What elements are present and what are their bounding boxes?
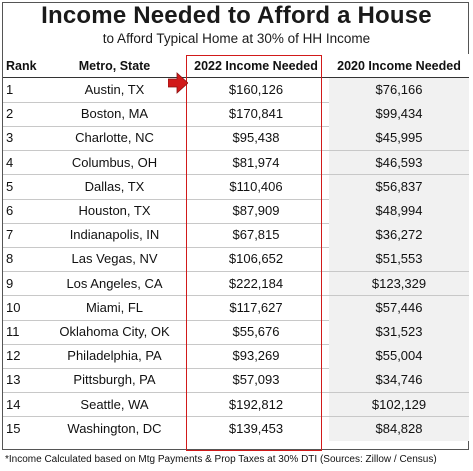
row-divider: [3, 174, 469, 176]
table-row: 15 Washington, DC $139,453 $84,828: [3, 416, 469, 441]
rank-cell: 3: [6, 130, 14, 146]
table-row: 11 Oklahoma City, OK $55,676 $31,523: [3, 320, 469, 344]
metro-cell: Charlotte, NC: [75, 130, 154, 146]
income-2020-cell: $123,329: [329, 271, 469, 296]
metro-cell: Dallas, TX: [84, 178, 145, 194]
income-2020-cell: $31,523: [329, 320, 469, 344]
income-2022-cell: $93,269: [232, 348, 280, 364]
table-row: 8 Las Vegas, NV $106,652 $51,553: [3, 247, 469, 272]
income-2022-cell: $106,652: [228, 251, 284, 267]
table-row: 3 Charlotte, NC $95,438 $45,995: [3, 126, 469, 151]
row-divider: [3, 198, 469, 200]
row-divider: [3, 416, 469, 418]
header-rank: Rank: [6, 59, 37, 73]
rank-cell: 11: [6, 324, 20, 339]
income-2020-cell: $46,593: [329, 150, 469, 175]
footnote: *Income Calculated based on Mtg Payments…: [5, 454, 437, 465]
rank-cell: 5: [6, 178, 14, 194]
metro-cell: Las Vegas, NV: [71, 251, 158, 267]
right-arrow-icon: [168, 72, 188, 94]
rank-cell: 7: [6, 227, 14, 243]
metro-cell: Pittsburgh, PA: [73, 372, 156, 388]
header-divider: [3, 77, 469, 78]
rank-cell: 12: [6, 348, 21, 364]
income-2020-cell: $57,446: [329, 295, 469, 320]
income-2022-cell: $192,812: [228, 396, 284, 412]
income-2022-cell: $67,815: [232, 227, 280, 243]
income-2020-cell: $45,995: [329, 126, 469, 151]
table-row: 10 Miami, FL $117,627 $57,446: [3, 295, 469, 320]
row-divider: [3, 295, 469, 297]
rank-cell: 6: [6, 203, 14, 218]
income-2022-cell: $222,184: [228, 275, 284, 291]
table-row: 6 Houston, TX $87,909 $48,994: [3, 199, 469, 223]
rank-cell: 4: [6, 154, 14, 170]
table-row: 9 Los Angeles, CA $222,184 $123,329: [3, 271, 469, 296]
row-divider: [3, 271, 469, 273]
header-2020-income: 2020 Income Needed: [329, 54, 469, 78]
income-2022-cell: $81,974: [232, 154, 280, 170]
row-divider: [3, 150, 469, 152]
table-row: 13 Pittsburgh, PA $57,093 $34,746: [3, 368, 469, 393]
row-divider: [3, 319, 469, 321]
income-2022-cell: $95,438: [232, 130, 280, 146]
metro-cell: Oklahoma City, OK: [59, 324, 170, 339]
income-2020-cell: $36,272: [329, 223, 469, 248]
rank-cell: 15: [6, 420, 21, 436]
rank-cell: 14: [6, 396, 21, 412]
metro-cell: Los Angeles, CA: [66, 275, 163, 291]
metro-cell: Indianapolis, IN: [69, 227, 160, 243]
income-2022-cell: $139,453: [228, 420, 284, 436]
header-2022-income: 2022 Income Needed: [194, 59, 318, 73]
rank-cell: 9: [6, 275, 14, 291]
page-subtitle: to Afford Typical Home at 30% of HH Inco…: [102, 31, 371, 46]
income-2020-cell: $51,553: [329, 247, 469, 272]
table-row: 4 Columbus, OH $81,974 $46,593: [3, 150, 469, 175]
income-2020-cell: $99,434: [329, 102, 469, 127]
table-row: 5 Dallas, TX $110,406 $56,837: [3, 174, 469, 199]
row-divider: [3, 246, 469, 248]
income-2020-cell: $76,166: [329, 78, 469, 102]
rank-cell: 13: [6, 372, 21, 388]
rank-cell: 1: [6, 82, 14, 97]
income-2020-cell: $102,129: [329, 392, 469, 417]
page-title: Income Needed to Afford a House: [41, 2, 432, 29]
metro-cell: Austin, TX: [84, 82, 145, 97]
income-2020-cell: $55,004: [329, 344, 469, 369]
table-row: 2 Boston, MA $170,841 $99,434: [3, 102, 469, 127]
income-2022-cell: $55,676: [232, 324, 280, 339]
income-2020-cell: $48,994: [329, 199, 469, 223]
rank-cell: 2: [6, 106, 14, 122]
row-divider: [3, 367, 469, 369]
rank-cell: 10: [6, 299, 21, 315]
table-row: 7 Indianapolis, IN $67,815 $36,272: [3, 223, 469, 248]
income-2022-cell: $110,406: [229, 178, 283, 194]
table-row: 14 Seattle, WA $192,812 $102,129: [3, 392, 469, 417]
metro-cell: Seattle, WA: [80, 396, 149, 412]
metro-cell: Columbus, OH: [71, 154, 158, 170]
row-divider: [3, 101, 469, 103]
income-2022-cell: $57,093: [232, 372, 280, 388]
income-2022-cell: $160,126: [228, 82, 284, 97]
table-row: 1 Austin, TX $160,126 $76,166: [3, 78, 469, 102]
header-metro: Metro, State: [78, 59, 151, 73]
metro-cell: Houston, TX: [78, 203, 151, 218]
row-divider: [3, 125, 469, 127]
metro-cell: Washington, DC: [67, 420, 162, 436]
income-2020-cell: $84,828: [329, 416, 469, 441]
income-2022-cell: $170,841: [228, 106, 284, 122]
table-row: 12 Philadelphia, PA $93,269 $55,004: [3, 344, 469, 369]
metro-cell: Philadelphia, PA: [67, 348, 162, 364]
income-2020-cell: $56,837: [329, 174, 469, 199]
rank-cell: 8: [6, 251, 14, 267]
metro-cell: Miami, FL: [85, 299, 144, 315]
income-2022-cell: $87,909: [232, 203, 280, 218]
row-divider: [3, 343, 469, 345]
metro-cell: Boston, MA: [80, 106, 149, 122]
table-header-row: Rank Metro, State 2022 Income Needed 202…: [3, 54, 469, 78]
row-divider: [3, 222, 469, 224]
income-2022-cell: $117,627: [229, 299, 283, 315]
row-divider: [3, 392, 469, 394]
income-2020-cell: $34,746: [329, 368, 469, 393]
